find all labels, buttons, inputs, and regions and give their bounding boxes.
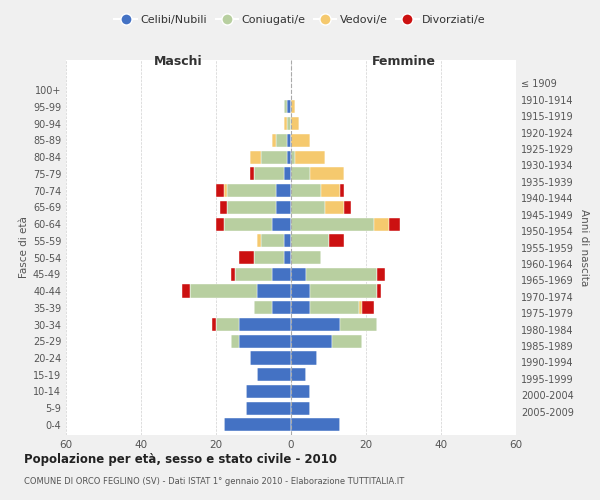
Bar (216, 184, 223, 197)
Bar (246, 385, 291, 398)
Bar (220, 201, 227, 214)
Bar (291, 218, 373, 230)
Bar (254, 301, 272, 314)
Bar (276, 184, 291, 197)
Bar (254, 168, 284, 180)
Bar (223, 218, 272, 230)
Bar (284, 251, 291, 264)
Bar (257, 284, 291, 298)
Bar (272, 218, 291, 230)
Bar (310, 284, 377, 298)
Bar (291, 234, 329, 248)
Bar (212, 318, 216, 331)
Bar (216, 318, 239, 331)
Bar (272, 268, 291, 281)
Bar (359, 301, 362, 314)
Text: Maschi: Maschi (154, 56, 203, 68)
Bar (291, 150, 295, 164)
Bar (239, 318, 291, 331)
Bar (321, 184, 340, 197)
Bar (377, 284, 381, 298)
Bar (291, 100, 295, 114)
Bar (340, 184, 343, 197)
Bar (231, 334, 239, 348)
Bar (250, 352, 291, 364)
Bar (284, 100, 287, 114)
Bar (389, 218, 400, 230)
Bar (291, 318, 340, 331)
Bar (287, 150, 291, 164)
Bar (291, 134, 310, 147)
Bar (291, 268, 306, 281)
Y-axis label: Anni di nascita: Anni di nascita (579, 209, 589, 286)
Bar (291, 368, 306, 382)
Bar (291, 168, 310, 180)
Bar (325, 201, 343, 214)
Bar (377, 268, 385, 281)
Bar (216, 218, 223, 230)
Bar (287, 134, 291, 147)
Bar (235, 268, 272, 281)
Bar (227, 184, 276, 197)
Bar (223, 418, 291, 432)
Bar (287, 100, 291, 114)
Bar (250, 150, 261, 164)
Bar (340, 318, 377, 331)
Bar (306, 268, 377, 281)
Bar (284, 234, 291, 248)
Bar (284, 117, 287, 130)
Bar (261, 234, 284, 248)
Bar (291, 201, 325, 214)
Bar (287, 117, 291, 130)
Text: COMUNE DI ORCO FEGLINO (SV) - Dati ISTAT 1° gennaio 2010 - Elaborazione TUTTITAL: COMUNE DI ORCO FEGLINO (SV) - Dati ISTAT… (24, 478, 404, 486)
Bar (272, 134, 276, 147)
Bar (250, 168, 254, 180)
Bar (362, 301, 373, 314)
Bar (239, 334, 291, 348)
Bar (291, 301, 310, 314)
Y-axis label: Fasce di età: Fasce di età (19, 216, 29, 278)
Bar (227, 201, 276, 214)
Bar (291, 117, 299, 130)
Bar (231, 268, 235, 281)
Bar (291, 334, 332, 348)
Bar (272, 301, 291, 314)
Bar (310, 168, 343, 180)
Bar (291, 284, 310, 298)
Bar (295, 150, 325, 164)
Bar (291, 251, 321, 264)
Bar (284, 168, 291, 180)
Bar (257, 234, 261, 248)
Bar (291, 352, 317, 364)
Bar (257, 368, 291, 382)
Text: Popolazione per età, sesso e stato civile - 2010: Popolazione per età, sesso e stato civil… (24, 452, 337, 466)
Bar (343, 201, 351, 214)
Legend: Celibi/Nubili, Coniugati/e, Vedovi/e, Divorziati/e: Celibi/Nubili, Coniugati/e, Vedovi/e, Di… (110, 10, 490, 29)
Bar (246, 402, 291, 414)
Bar (291, 418, 340, 432)
Bar (239, 251, 254, 264)
Bar (276, 201, 291, 214)
Text: Femmine: Femmine (371, 56, 436, 68)
Bar (223, 184, 227, 197)
Bar (310, 301, 359, 314)
Bar (182, 284, 190, 298)
Bar (373, 218, 389, 230)
Bar (291, 402, 310, 414)
Bar (261, 150, 287, 164)
Bar (254, 251, 284, 264)
Bar (329, 234, 343, 248)
Bar (332, 334, 362, 348)
Bar (276, 134, 287, 147)
Bar (190, 284, 257, 298)
Bar (291, 184, 321, 197)
Bar (291, 385, 310, 398)
